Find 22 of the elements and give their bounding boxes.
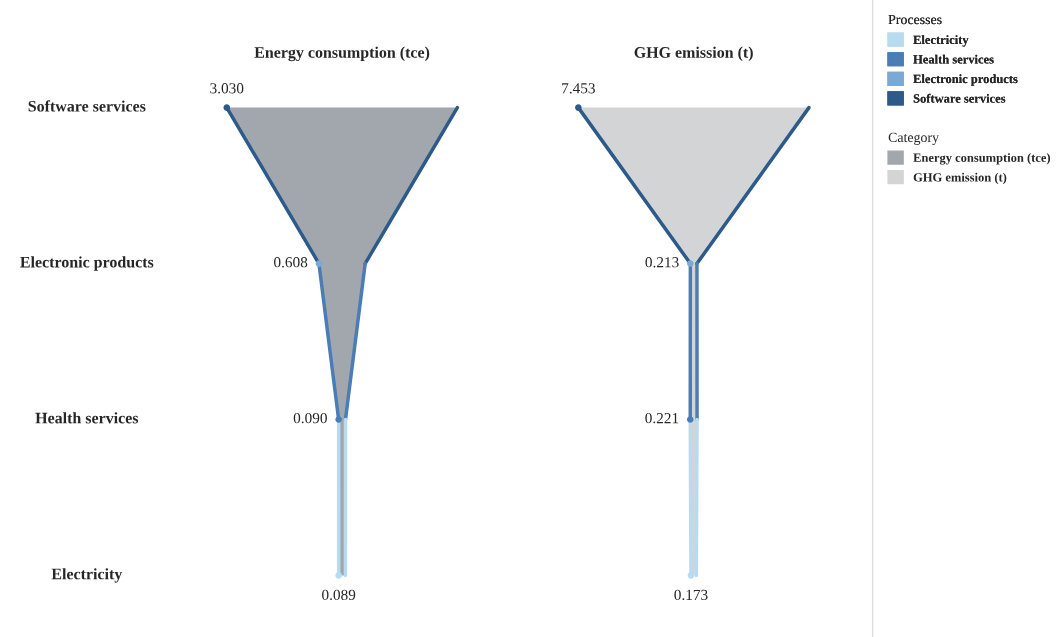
category-label: Electricity (913, 35, 969, 47)
data-label: 0.089 (322, 589, 356, 601)
category-label: Health services (913, 54, 994, 64)
legend-label: Energy consumption (tce) (913, 153, 1051, 165)
text: GHG emission (t) (634, 46, 753, 62)
category-label: Electronic products (20, 256, 154, 271)
legend-title: Processes (888, 14, 942, 25)
category-label: Health services (35, 412, 139, 424)
category-label: Electricity (51, 568, 123, 583)
legend-title: Category (888, 132, 939, 145)
data-label: 3.030 (210, 83, 244, 94)
text: Energy consumption (tce) (254, 46, 430, 62)
data-label: 0.608 (274, 257, 308, 268)
data-label: 0.221 (645, 412, 679, 424)
category-label: Electronic products (913, 74, 1018, 86)
data-label: 7.453 (562, 83, 595, 94)
category-label: Software services (913, 93, 1006, 103)
legend-label: GHG emission (t) (913, 172, 1007, 185)
data-label: 0.090 (293, 412, 327, 424)
data-label: 0.213 (645, 257, 679, 268)
category-label: Software services (28, 100, 146, 112)
data-label: 0.173 (674, 589, 708, 601)
